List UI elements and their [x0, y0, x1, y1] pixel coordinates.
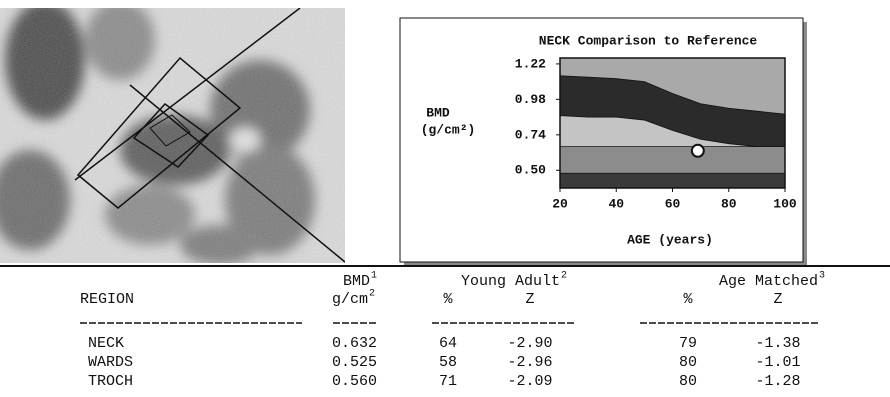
table-cell: 0.525 — [332, 354, 377, 371]
x-tick-label: 60 — [665, 196, 681, 211]
x-tick-label: 40 — [608, 196, 624, 211]
table-cell: TROCH — [88, 373, 133, 390]
table-cell: 0.560 — [332, 373, 377, 390]
column-header: Z — [525, 291, 534, 308]
y-tick-label: 0.50 — [515, 163, 546, 178]
table-cell: NECK — [88, 335, 124, 352]
reference-band — [560, 173, 785, 188]
y-tick-label: 0.74 — [515, 127, 546, 142]
table-rows: NECK 0.632 64 -2.90 79 -1.38 WARDS 0.525 58 -2.96… — [88, 335, 801, 390]
table-cell: 71 — [439, 373, 457, 390]
column-header: Z — [773, 291, 782, 308]
table-cell: -1.01 — [755, 354, 800, 371]
y-axis-label: BMD — [426, 105, 450, 120]
column-header: % — [443, 291, 453, 308]
x-tick-label: 100 — [773, 196, 797, 211]
group-header-sup: 1 — [371, 271, 377, 282]
table-cell: -2.09 — [507, 373, 552, 390]
y-tick-label: 0.98 — [515, 92, 546, 107]
scan-image — [0, 0, 345, 265]
x-tick-label: 20 — [552, 196, 568, 211]
table-cell: 80 — [679, 354, 697, 371]
group-header-sup: 3 — [819, 271, 825, 282]
table-cell: -1.38 — [755, 335, 800, 352]
column-header: REGION — [80, 291, 134, 308]
table-cell: -2.90 — [507, 335, 552, 352]
group-header: Age Matched — [719, 273, 818, 290]
y-axis-label: (g/cm²) — [421, 122, 476, 137]
chart-title: NECK Comparison to Reference — [539, 33, 758, 48]
column-header: % — [683, 291, 693, 308]
y-tick-label: 1.22 — [515, 56, 546, 71]
table-cell: 0.632 — [332, 335, 377, 352]
report: NECK Comparison to Reference BMD (g/cm²)… — [0, 0, 890, 397]
table-cell: 80 — [679, 373, 697, 390]
x-axis-label: AGE (years) — [627, 232, 713, 247]
column-header: g/cm — [332, 291, 368, 308]
table-cell: WARDS — [88, 354, 133, 371]
table-cell: -1.28 — [755, 373, 800, 390]
group-header: Young Adult — [461, 273, 560, 290]
patient-point — [692, 145, 704, 157]
table-cell: 58 — [439, 354, 457, 371]
group-header-sup: 2 — [561, 271, 567, 282]
group-header: BMD — [343, 273, 370, 290]
table-cell: 79 — [679, 335, 697, 352]
x-tick-label: 80 — [721, 196, 737, 211]
table-cell: 64 — [439, 335, 457, 352]
results-table: BMD 1 Young Adult 2 Age Matched 3 REGION… — [80, 271, 825, 390]
table-cell: -2.96 — [507, 354, 552, 371]
column-header-sup: 2 — [369, 289, 375, 300]
